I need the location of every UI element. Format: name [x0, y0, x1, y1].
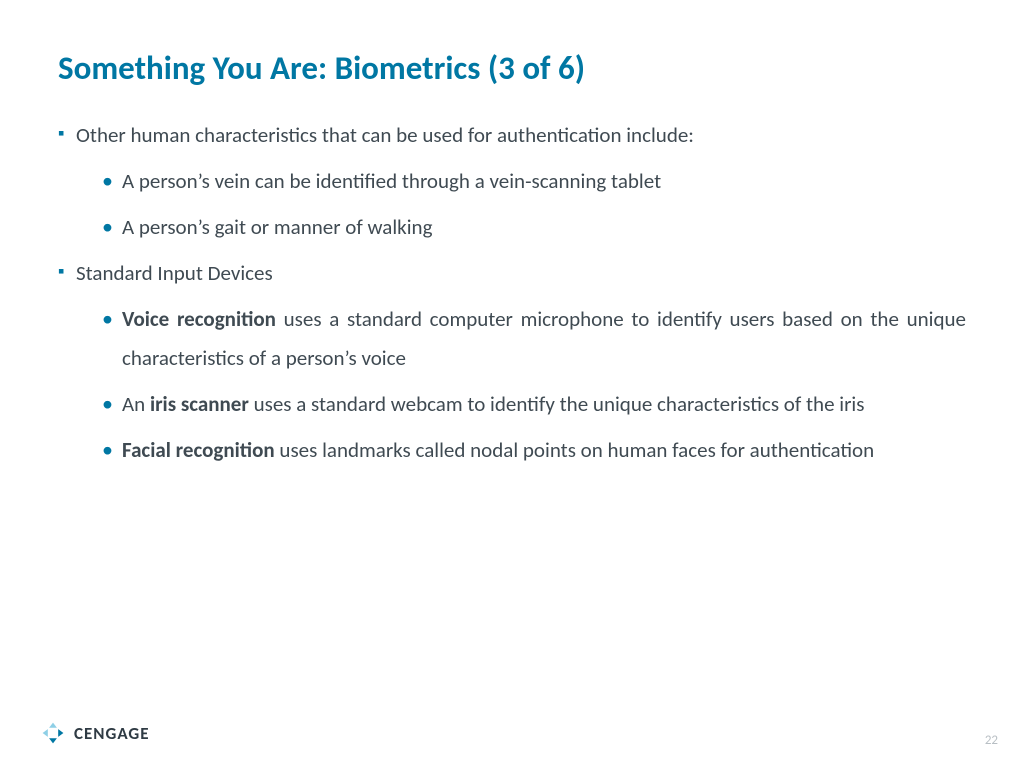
- sub-bullet-pre: An: [122, 391, 150, 417]
- brand-logo-icon: [40, 720, 66, 746]
- bullet-item: Standard Input Devices Voice recognition…: [58, 254, 966, 471]
- bold-term: Facial recognition: [122, 437, 275, 463]
- sub-bullet-list: A person’s vein can be identified throug…: [76, 162, 966, 248]
- slide-body: Other human characteristics that can be …: [58, 116, 966, 471]
- bold-term: Voice recognition: [122, 306, 276, 332]
- sub-bullet-item: Voice recognition uses a standard comput…: [102, 300, 966, 380]
- bullet-text: Standard Input Devices: [76, 260, 273, 286]
- slide: Something You Are: Biometrics (3 of 6) O…: [0, 0, 1024, 768]
- sub-bullet-item: A person’s vein can be identified throug…: [102, 162, 966, 202]
- sub-bullet-item: Facial recognition uses landmarks called…: [102, 431, 966, 471]
- slide-title: Something You Are: Biometrics (3 of 6): [58, 48, 966, 88]
- sub-bullet-text: A person’s gait or manner of walking: [122, 214, 432, 240]
- brand-name: CENGAGE: [74, 723, 150, 744]
- bullet-item: Other human characteristics that can be …: [58, 116, 966, 248]
- bullet-text: Other human characteristics that can be …: [76, 122, 694, 148]
- bold-term: iris scanner: [150, 391, 249, 417]
- sub-bullet-item: An iris scanner uses a standard webcam t…: [102, 385, 966, 425]
- footer: CENGAGE: [40, 720, 150, 746]
- sub-bullet-rest: uses landmarks called nodal points on hu…: [275, 437, 875, 463]
- sub-bullet-text: A person’s vein can be identified throug…: [122, 168, 661, 194]
- sub-bullet-rest: uses a standard webcam to identify the u…: [249, 391, 865, 417]
- bullet-list: Other human characteristics that can be …: [58, 116, 966, 471]
- sub-bullet-item: A person’s gait or manner of walking: [102, 208, 966, 248]
- page-number: 22: [985, 733, 998, 748]
- sub-bullet-list: Voice recognition uses a standard comput…: [76, 300, 966, 472]
